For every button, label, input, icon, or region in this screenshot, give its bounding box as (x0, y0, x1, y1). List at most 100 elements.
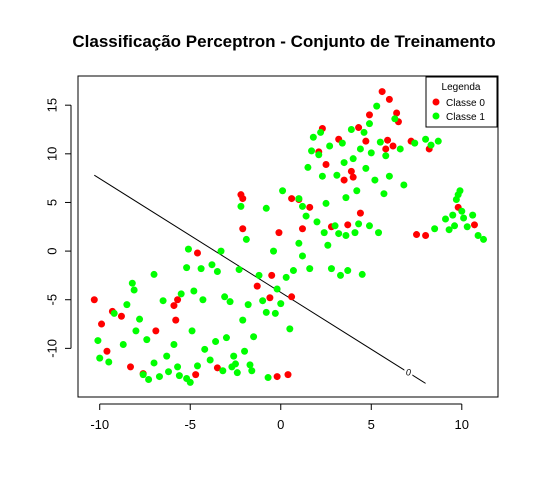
data-point-classe-0 (174, 296, 182, 304)
data-point-classe-0 (298, 225, 306, 233)
data-point-classe-1 (242, 235, 250, 243)
data-point-classe-1 (318, 172, 326, 180)
data-point-classe-0 (253, 282, 261, 290)
y-tick-label: -10 (44, 339, 59, 358)
data-point-classe-0 (268, 271, 276, 279)
data-point-classe-1 (431, 225, 439, 233)
data-point-classe-1 (175, 372, 183, 380)
data-point-classe-1 (239, 316, 247, 324)
data-point-classe-1 (213, 268, 221, 276)
chart-title: Classificação Perceptron - Conjunto de T… (72, 32, 495, 51)
legend-label-classe-1: Classe 1 (446, 112, 485, 123)
data-point-classe-1 (250, 333, 258, 341)
data-point-classe-1 (376, 138, 384, 146)
data-point-classe-1 (248, 367, 256, 375)
data-point-classe-1 (262, 204, 270, 212)
data-point-classe-0 (322, 161, 330, 169)
data-point-classe-1 (458, 207, 466, 215)
data-point-classe-1 (375, 229, 383, 237)
data-point-classe-1 (442, 215, 449, 223)
y-tick-label: 5 (44, 199, 59, 206)
data-point-classe-1 (324, 241, 332, 249)
data-point-classe-1 (298, 202, 306, 210)
data-point-classe-1 (170, 340, 178, 348)
data-point-classe-1 (463, 223, 471, 231)
data-point-classe-1 (132, 327, 140, 335)
data-point-classe-1 (358, 270, 366, 278)
data-point-classe-1 (355, 220, 363, 228)
data-point-classe-1 (150, 270, 158, 278)
data-point-classe-0 (273, 373, 281, 381)
data-point-classe-1 (333, 171, 341, 179)
data-point-classe-1 (306, 265, 314, 273)
data-point-classe-0 (378, 88, 386, 96)
data-point-classe-0 (344, 221, 352, 229)
x-tick-label: -10 (90, 417, 109, 432)
data-point-classe-1 (317, 128, 325, 136)
data-point-classe-1 (143, 336, 151, 344)
data-point-classe-1 (110, 309, 118, 317)
data-point-classe-1 (320, 229, 328, 237)
data-point-classe-1 (222, 334, 230, 342)
data-point-classe-1 (136, 315, 144, 323)
data-point-classe-1 (184, 245, 192, 253)
data-point-classe-1 (480, 235, 488, 243)
legend: Legenda Classe 0 Classe 1 (425, 76, 498, 128)
data-point-classe-0 (103, 347, 111, 355)
y-tick-label: 0 (44, 247, 59, 254)
data-point-classe-0 (213, 364, 221, 372)
data-point-classe-1 (277, 300, 285, 308)
data-point-classe-1 (474, 232, 482, 240)
data-point-classe-1 (302, 212, 310, 220)
data-point-classe-1 (391, 115, 399, 123)
data-point-classe-1 (400, 181, 408, 189)
data-point-classe-0 (284, 371, 292, 379)
data-point-classe-0 (127, 363, 134, 371)
data-point-classe-0 (288, 195, 296, 203)
data-point-classe-1 (262, 308, 270, 316)
data-point-classe-1 (230, 352, 238, 360)
data-point-classe-1 (434, 137, 442, 145)
data-point-classe-1 (105, 358, 113, 366)
data-point-classe-0 (152, 327, 160, 335)
data-point-classe-1 (139, 371, 147, 379)
x-tick-label: 5 (368, 417, 375, 432)
data-point-classe-0 (413, 231, 421, 239)
legend-title: Legenda (442, 82, 481, 93)
data-point-classe-0 (389, 142, 397, 150)
data-point-classe-0 (385, 95, 393, 103)
data-point-classe-1 (371, 176, 379, 184)
data-point-classe-1 (177, 290, 185, 298)
data-point-classe-0 (356, 209, 364, 217)
legend-marker-classe-1 (432, 112, 440, 120)
data-point-classe-1 (349, 155, 357, 163)
data-point-classe-1 (197, 265, 205, 273)
data-point-classe-1 (449, 211, 457, 219)
data-point-classe-1 (347, 126, 355, 133)
data-point-classe-1 (460, 214, 468, 222)
data-point-classe-1 (367, 149, 375, 157)
data-point-classe-1 (360, 128, 368, 136)
data-point-classe-1 (244, 301, 252, 309)
data-point-classe-1 (445, 226, 453, 234)
data-point-classe-1 (298, 252, 306, 260)
data-point-classe-0 (172, 316, 180, 324)
data-point-classe-1 (259, 297, 267, 305)
data-point-classe-1 (365, 120, 373, 128)
data-point-classe-0 (347, 167, 355, 175)
data-point-classe-0 (117, 312, 125, 320)
y-tick-label: 15 (44, 98, 59, 112)
data-point-classe-1 (183, 264, 191, 272)
data-point-classe-0 (393, 109, 401, 117)
data-point-classe-1 (295, 239, 303, 247)
data-point-classe-1 (411, 139, 419, 147)
data-point-classe-1 (337, 271, 344, 279)
data-point-classe-1 (351, 229, 359, 237)
legend-label-classe-0: Classe 0 (446, 98, 485, 109)
data-point-classe-1 (327, 265, 335, 273)
data-point-classe-1 (338, 139, 346, 147)
data-point-classe-1 (208, 261, 216, 269)
data-point-classe-1 (193, 362, 201, 370)
